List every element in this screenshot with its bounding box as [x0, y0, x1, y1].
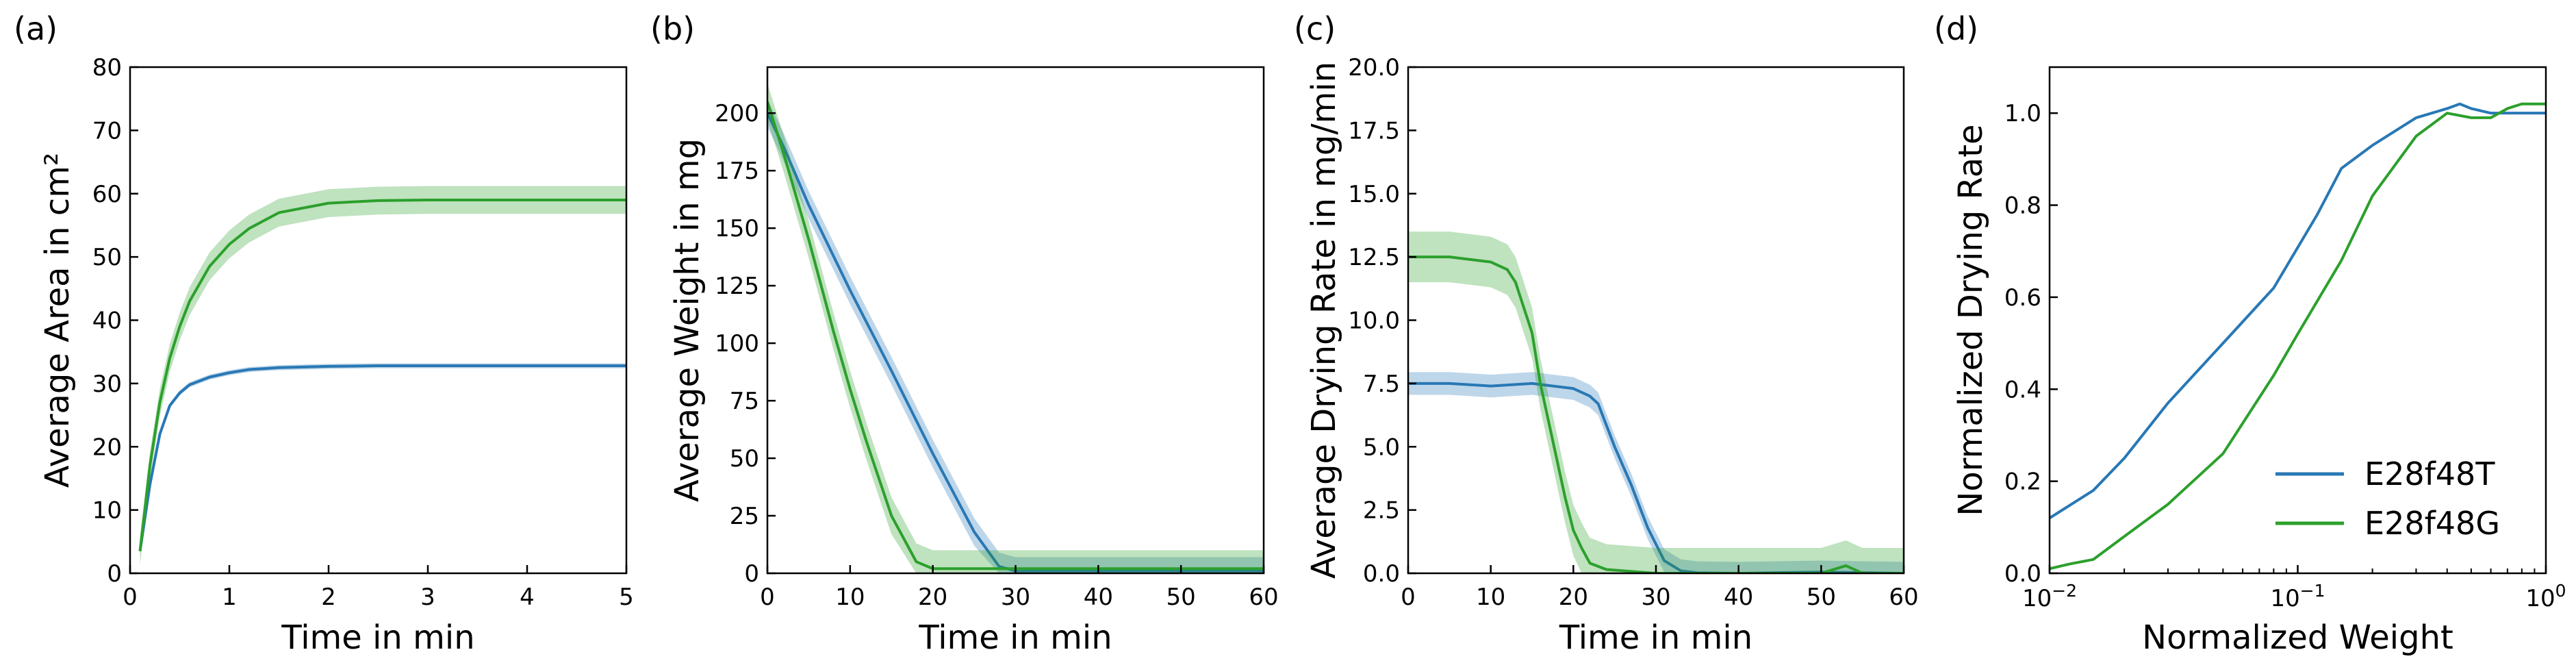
- x-tick-label: 0: [760, 584, 775, 611]
- y-tick-label: 7.5: [1363, 371, 1400, 398]
- plot-area: [767, 83, 1264, 573]
- y-tick-label: 0.0: [1363, 560, 1400, 588]
- y-tick-label: 0.8: [2004, 192, 2041, 220]
- y-axis-title: Average Drying Rate in mg/min: [1305, 62, 1343, 579]
- axes-frame: [2048, 66, 2547, 575]
- y-tick-label: 200: [715, 100, 759, 127]
- y-tick-label: 1.0: [2004, 100, 2041, 127]
- y-tick-label: 5.0: [1363, 434, 1400, 461]
- x-tick-label: 20: [918, 584, 947, 611]
- y-tick-label: 25: [730, 503, 759, 530]
- x-tick-label: 0: [123, 584, 138, 611]
- plot-area: [138, 186, 626, 565]
- x-tick-label: 3: [420, 584, 435, 611]
- y-axis-title: Average Weight in mg: [668, 138, 706, 502]
- panel-label: (d): [1934, 10, 1978, 47]
- y-tick-label: 10.0: [1348, 308, 1400, 335]
- y-tick-label: 125: [715, 273, 759, 300]
- x-tick-label: 10−1: [2270, 581, 2325, 612]
- axes-frame: [129, 66, 628, 575]
- panel-d: 10−2 10−1 100 0.0 0.2 0.4 0.6 0.8 1.0 Normalized …: [1934, 10, 2566, 657]
- x-axis-title: Time in min: [281, 618, 474, 657]
- y-axis-title: Average Area in cm²: [38, 153, 77, 488]
- y-tick-label: 20: [92, 434, 122, 461]
- x-tick-label: 50: [1807, 584, 1836, 611]
- band-E28f48T: [140, 363, 626, 554]
- x-axis-title: Time in min: [918, 618, 1112, 657]
- y-tick-label: 2.5: [1363, 497, 1400, 525]
- series-line-E28f48G: [1408, 255, 1904, 573]
- y-tick-label: 17.5: [1348, 117, 1400, 145]
- x-tick-label: 40: [1724, 584, 1753, 611]
- axes-frame: [766, 66, 1265, 575]
- x-tick-label: 10: [1476, 584, 1505, 611]
- y-tick-label: 0.6: [2004, 284, 2041, 312]
- y-tick-label: 150: [715, 215, 759, 242]
- band-E28f48G: [767, 83, 1264, 573]
- y-tick-label: 60: [92, 181, 122, 208]
- y-tick-label: 30: [92, 371, 122, 398]
- band-E28f48G: [1408, 232, 1904, 573]
- x-tick-label: 30: [1641, 584, 1670, 611]
- x-tick-label: 4: [520, 584, 535, 611]
- y-tick-label: 80: [92, 54, 122, 82]
- plot-area: [1408, 232, 1904, 573]
- y-tick-label: 0: [744, 560, 759, 588]
- x-tick-label: 30: [1001, 584, 1030, 611]
- x-tick-label: 60: [1249, 584, 1278, 611]
- band-E28f48T: [767, 99, 1264, 573]
- y-tick-label: 70: [92, 117, 122, 145]
- y-tick-label: 12.5: [1348, 244, 1400, 271]
- y-tick-label: 50: [92, 244, 122, 271]
- y-axis-title: Normalized Drying Rate: [1952, 124, 1990, 516]
- panel-label: (b): [650, 10, 695, 47]
- y-tick-label: 15.0: [1348, 181, 1400, 208]
- x-axis-title: Time in min: [1559, 618, 1752, 657]
- y-tick-label: 0: [107, 560, 122, 588]
- y-tick-label: 175: [715, 158, 759, 185]
- y-tick-label: 20.0: [1348, 54, 1400, 82]
- x-tick-label: 2: [321, 584, 336, 611]
- y-tick-label: 100: [715, 330, 759, 358]
- x-tick-label: 40: [1084, 584, 1113, 611]
- x-tick-label: 60: [1889, 584, 1918, 611]
- y-tick-label: 75: [730, 388, 759, 415]
- y-tick-label: 0.4: [2004, 376, 2041, 403]
- y-tick-label: 50: [730, 445, 759, 473]
- x-tick-label: 50: [1166, 584, 1196, 611]
- legend-label: E28f48G: [2364, 505, 2500, 542]
- y-tick-label: 0.0: [2004, 560, 2041, 588]
- y-tick-label: 0.2: [2004, 468, 2041, 496]
- x-tick-label: 5: [619, 584, 634, 611]
- band-E28f48T: [1408, 372, 1904, 573]
- series-line-E28f48G: [2050, 102, 2546, 571]
- panel-label: (a): [14, 10, 58, 47]
- plot-area: [2050, 102, 2546, 571]
- series-line-E28f48T: [1408, 381, 1904, 573]
- x-tick-label: 100: [2525, 581, 2566, 612]
- x-tick-label: 0: [1401, 584, 1416, 611]
- series-line-E28f48G: [767, 101, 1264, 571]
- panel-c: 0 10 20 30 40 50 60 0.0 2.5 5.0 7.5 10.0 12.5 15.0 17.…: [1294, 10, 1919, 657]
- x-axis-title: Normalized Weight: [2142, 618, 2453, 657]
- y-tick-label: 10: [92, 497, 122, 525]
- x-tick-label: 10−2: [2022, 581, 2077, 612]
- x-tick-label: 20: [1559, 584, 1588, 611]
- panel-label: (c): [1294, 10, 1336, 47]
- panel-b: 0 10 20 30 40 50 60 0 25 50 75 100 125 150 175 200 Time …: [650, 10, 1279, 657]
- x-tick-label: 10: [835, 584, 865, 611]
- x-tick-label: 1: [222, 584, 237, 611]
- y-tick-label: 40: [92, 308, 122, 335]
- series-line-E28f48T: [138, 364, 626, 551]
- axes-frame: [1407, 66, 1905, 575]
- legend-label: E28f48T: [2364, 455, 2495, 492]
